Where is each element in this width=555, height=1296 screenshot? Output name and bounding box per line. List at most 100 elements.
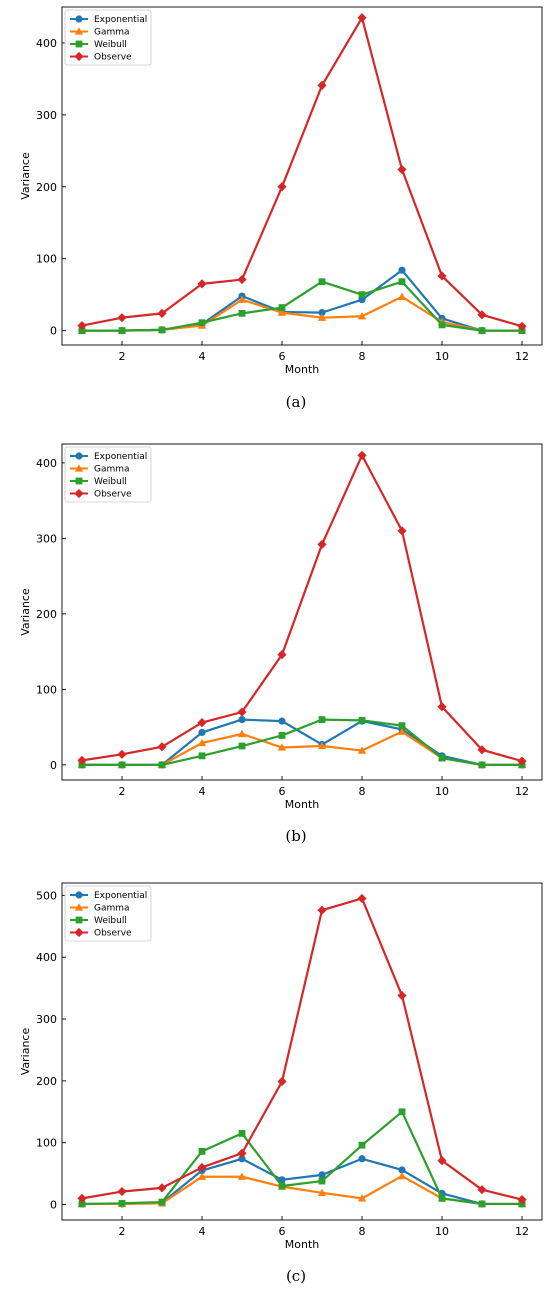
plot-frame	[61, 882, 543, 1221]
series-weibull	[78, 278, 526, 335]
data-point-weibull	[318, 278, 326, 286]
data-point-exponential	[318, 309, 326, 317]
data-point-gamma	[357, 1194, 367, 1202]
data-point-observe	[237, 274, 247, 285]
data-point-weibull	[118, 327, 126, 335]
data-point-weibull	[238, 1130, 246, 1137]
x-tick-label: 6	[279, 785, 286, 798]
series-line-exponential	[82, 1157, 522, 1206]
y-tick-label: 300	[36, 532, 57, 545]
data-point-observe	[197, 718, 207, 728]
data-point-weibull	[358, 1141, 366, 1149]
legend-box	[64, 885, 152, 942]
chart-panel-1: 2 4 6 8 10 12 0 100 200 300 400 Month Variance Expone…	[19, 6, 543, 411]
legend-marker-gamma	[74, 903, 84, 911]
y-axis-label: Variance	[19, 588, 32, 636]
data-point-gamma	[197, 1172, 207, 1180]
data-point-exponential	[278, 717, 286, 725]
legend-label-weibull: Weibull	[94, 916, 127, 926]
data-point-observe	[237, 707, 247, 717]
data-point-exponential	[398, 1166, 406, 1174]
data-point-observe	[277, 182, 287, 192]
x-axis-label: Month	[285, 363, 320, 376]
legend: Exponential Gamma Weibull Observe	[64, 885, 152, 942]
data-point-observe	[317, 80, 327, 90]
data-point-gamma	[357, 312, 367, 320]
y-tick-label: 200	[36, 608, 57, 621]
legend-label-gamma: Gamma	[94, 28, 130, 38]
y-tick-label: 500	[36, 889, 57, 902]
data-point-weibull	[398, 722, 406, 730]
data-point-observe	[77, 755, 87, 765]
series-line-weibull	[82, 718, 522, 766]
data-point-weibull	[438, 754, 446, 762]
y-tick-label: 0	[50, 759, 57, 772]
data-point-gamma	[237, 1172, 247, 1180]
data-point-observe	[197, 1162, 207, 1173]
plot-frame	[61, 6, 543, 346]
y-tick-label: 400	[36, 37, 57, 50]
data-point-observe	[237, 1148, 247, 1158]
data-point-weibull	[438, 321, 446, 329]
legend-marker-observe	[74, 51, 84, 62]
data-point-weibull	[198, 752, 206, 760]
x-tick-label: 4	[199, 350, 206, 363]
x-tick-label: 8	[359, 1225, 366, 1238]
data-point-weibull	[158, 1198, 166, 1206]
legend-label-observe: Observe	[94, 929, 132, 939]
data-point-exponential	[238, 715, 246, 724]
x-tick-label: 10	[435, 1225, 449, 1238]
data-point-observe	[197, 279, 207, 289]
data-point-weibull	[398, 278, 406, 286]
data-point-observe	[277, 650, 287, 660]
x-tick-label: 4	[199, 785, 206, 798]
y-tick-label: 400	[36, 951, 57, 964]
figure-caption: (c)	[286, 1267, 306, 1285]
data-point-weibull	[158, 326, 166, 334]
y-tick-label: 300	[36, 109, 57, 122]
data-point-observe	[437, 1156, 447, 1166]
data-point-weibull	[198, 319, 206, 327]
data-point-observe	[477, 310, 487, 320]
data-point-observe	[157, 742, 167, 752]
data-point-weibull	[158, 761, 166, 769]
data-point-weibull	[118, 761, 126, 769]
legend: Exponential Gamma Weibull Observe	[64, 446, 152, 503]
legend-marker-weibull	[75, 916, 83, 924]
data-point-weibull	[438, 1194, 446, 1202]
series-line-gamma	[82, 295, 522, 332]
data-point-weibull	[278, 732, 286, 739]
legend-label-weibull: Weibull	[94, 477, 127, 487]
series-line-weibull	[82, 280, 522, 332]
x-tick-label: 6	[279, 350, 286, 363]
data-point-gamma	[317, 741, 327, 750]
legend-marker-exponential	[75, 452, 83, 460]
legend-label-observe: Observe	[94, 53, 132, 63]
data-point-observe	[117, 1186, 127, 1197]
y-tick-label: 400	[36, 457, 57, 470]
data-point-exponential	[318, 1171, 326, 1179]
legend-marker-weibull	[75, 477, 83, 485]
data-point-observe	[357, 450, 367, 460]
legend-box	[64, 9, 152, 66]
x-tick-label: 10	[435, 350, 449, 363]
data-point-exponential	[278, 1176, 286, 1184]
data-point-weibull	[318, 716, 326, 723]
series-line-observe	[81, 16, 523, 328]
figure-caption: (a)	[286, 393, 307, 411]
data-point-gamma	[357, 746, 367, 754]
series-line-weibull	[81, 1110, 522, 1206]
series-observe	[77, 893, 527, 1205]
legend-marker-gamma	[74, 27, 84, 35]
legend-marker-exponential	[75, 891, 83, 899]
data-point-observe	[397, 526, 407, 536]
legend-label-gamma: Gamma	[94, 465, 130, 475]
series-weibull	[78, 1108, 526, 1208]
y-tick-label: 100	[36, 253, 57, 266]
data-point-gamma	[397, 1171, 407, 1180]
data-point-observe	[477, 745, 487, 755]
data-point-observe	[517, 1194, 527, 1205]
y-tick-label: 100	[36, 1137, 57, 1150]
series-exponential	[78, 266, 526, 335]
series-line-observe	[81, 454, 523, 763]
